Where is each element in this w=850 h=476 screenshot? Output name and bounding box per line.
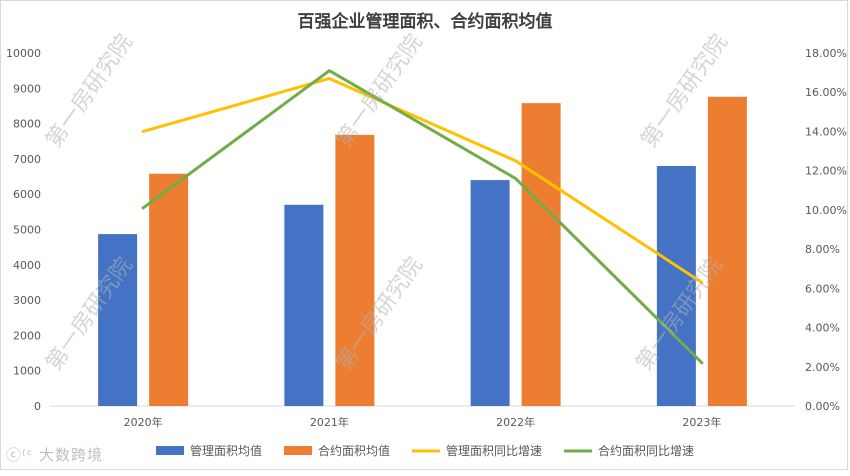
- x-tick-label: 2021年: [310, 415, 349, 429]
- y-left-tick-label: 2000: [13, 329, 41, 342]
- y-left-tick-label: 10000: [6, 47, 41, 60]
- y-left-tick-label: 0: [34, 400, 41, 413]
- bar: [335, 134, 375, 406]
- y-right-tick-label: 14.00%: [805, 125, 847, 138]
- y-right-tick-label: 0.00%: [805, 400, 840, 413]
- y-left-tick-label: 3000: [13, 294, 41, 307]
- logo: ⓒ⁽ᶜ 大数跨境: [6, 444, 103, 465]
- y-right-tick-label: 10.00%: [805, 204, 847, 217]
- bar: [521, 103, 561, 406]
- y-right-tick-label: 4.00%: [805, 322, 840, 335]
- y-right-tick-label: 6.00%: [805, 282, 840, 295]
- bar: [470, 180, 510, 406]
- bar: [284, 204, 324, 406]
- y-left-tick-label: 8000: [13, 118, 41, 131]
- y-right-tick-label: 2.00%: [805, 361, 840, 374]
- y-left-tick-label: 4000: [13, 259, 41, 272]
- y-right-tick-label: 18.00%: [805, 47, 847, 60]
- logo-icon: ⓒ⁽ᶜ: [6, 446, 34, 464]
- legend-label: 合约面积均值: [318, 443, 390, 458]
- logo-text: 大数跨境: [39, 446, 104, 464]
- bar: [707, 96, 747, 406]
- bar: [149, 173, 189, 406]
- x-tick-label: 2022年: [496, 415, 535, 429]
- legend-label: 管理面积同比增速: [446, 443, 542, 458]
- y-left-tick-label: 9000: [13, 82, 41, 95]
- x-tick-label: 2020年: [124, 415, 163, 429]
- y-right-tick-label: 12.00%: [805, 165, 847, 178]
- bar: [98, 234, 138, 406]
- y-left-tick-label: 1000: [13, 365, 41, 378]
- chart-title: 百强企业管理面积、合约面积均值: [298, 11, 553, 32]
- series-line: [141, 69, 704, 365]
- x-tick-label: 2023年: [682, 415, 721, 429]
- y-left-tick-label: 5000: [13, 224, 41, 237]
- legend-swatch: [284, 446, 312, 455]
- series-line: [141, 76, 704, 284]
- bar: [656, 165, 696, 406]
- legend-label: 合约面积同比增速: [598, 443, 694, 458]
- y-right-tick-label: 16.00%: [805, 86, 847, 99]
- y-right-tick-label: 8.00%: [805, 243, 840, 256]
- legend-swatch: [156, 446, 184, 455]
- y-left-tick-label: 7000: [13, 153, 41, 166]
- legend-label: 管理面积均值: [190, 443, 262, 458]
- y-left-tick-label: 6000: [13, 188, 41, 201]
